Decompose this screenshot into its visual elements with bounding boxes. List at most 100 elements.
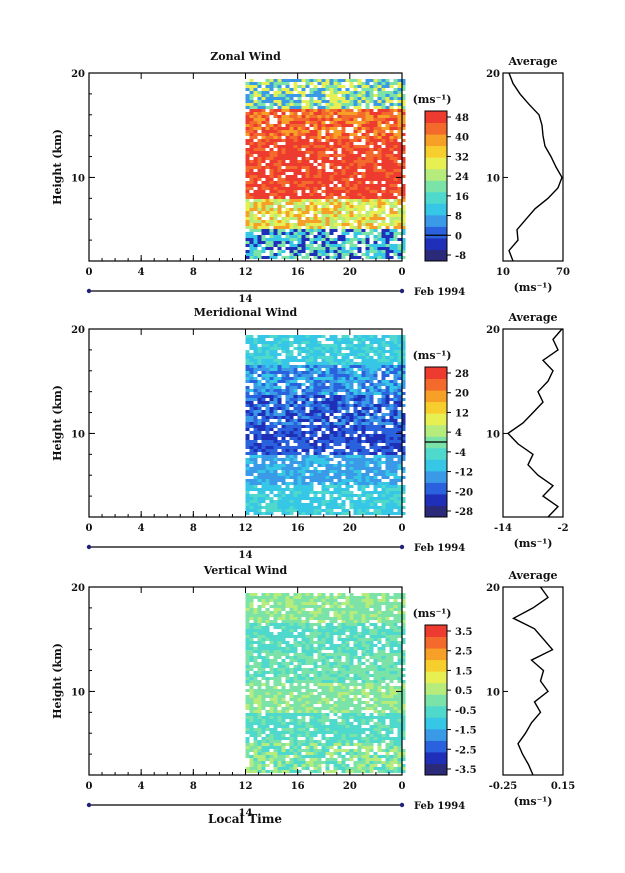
heatmap-cell xyxy=(317,455,322,458)
heatmap-cell xyxy=(329,452,334,455)
heatmap-cell xyxy=(361,335,366,338)
heatmap-cell xyxy=(257,244,262,247)
heatmap-cell xyxy=(269,434,274,437)
heatmap-cell xyxy=(369,374,374,377)
heatmap-cell xyxy=(321,509,326,512)
heatmap-cell xyxy=(389,626,394,629)
heatmap-cell xyxy=(253,488,258,491)
heatmap-cell xyxy=(277,82,282,85)
heatmap-cell xyxy=(333,145,338,148)
heatmap-cell xyxy=(245,85,250,88)
heatmap-cell xyxy=(357,202,362,205)
heatmap-cell xyxy=(293,214,298,217)
heatmap-cell xyxy=(401,632,406,635)
heatmap-cell xyxy=(245,425,250,428)
heatmap-cell xyxy=(365,91,370,94)
heatmap-cell xyxy=(293,386,298,389)
heatmap-cell xyxy=(297,473,302,476)
heatmap-cell xyxy=(341,151,346,154)
heatmap-cell xyxy=(281,97,286,100)
heatmap-cell xyxy=(389,644,394,647)
heatmap-cell xyxy=(325,464,330,467)
heatmap-cell xyxy=(385,407,390,410)
heatmap-cell xyxy=(349,253,354,256)
heatmap-cell xyxy=(269,202,274,205)
heatmap-cell xyxy=(249,365,254,368)
heatmap-cell xyxy=(273,142,278,145)
colorbar-units-label: (ms⁻¹) xyxy=(413,93,452,106)
heatmap-cell xyxy=(385,398,390,401)
heatmap-cell xyxy=(281,377,286,380)
heatmap-cell xyxy=(313,241,318,244)
heatmap-cell xyxy=(389,485,394,488)
heatmap-cell xyxy=(401,359,406,362)
heatmap-cell xyxy=(317,473,322,476)
heatmap-cell xyxy=(265,247,270,250)
heatmap-cell xyxy=(253,175,258,178)
heatmap-cell xyxy=(289,614,294,617)
heatmap-cell xyxy=(321,461,326,464)
heatmap-cell xyxy=(313,371,318,374)
heatmap-cell xyxy=(313,419,318,422)
heatmap-cell xyxy=(353,599,358,602)
heatmap-cell xyxy=(301,641,306,644)
heatmap-cell xyxy=(245,181,250,184)
heatmap-cell xyxy=(285,383,290,386)
heatmap-cell xyxy=(349,344,354,347)
heatmap-cell xyxy=(293,599,298,602)
heatmap-cell xyxy=(333,124,338,127)
heatmap-cell xyxy=(337,602,342,605)
heatmap-cell xyxy=(301,485,306,488)
heatmap-cell xyxy=(297,196,302,199)
heatmap-cell xyxy=(285,220,290,223)
heatmap-cell xyxy=(397,211,402,214)
heatmap-cell xyxy=(337,497,342,500)
heatmap-cell xyxy=(393,500,398,503)
heatmap-cell xyxy=(333,112,338,115)
heatmap-cell xyxy=(277,365,282,368)
heatmap-cell xyxy=(377,404,382,407)
heatmap-cell xyxy=(401,437,406,440)
heatmap-cell xyxy=(329,136,334,139)
heatmap-cell xyxy=(401,199,406,202)
heatmap-cell xyxy=(329,389,334,392)
heatmap-cell xyxy=(361,440,366,443)
heatmap-cell xyxy=(361,338,366,341)
heatmap-cell xyxy=(393,238,398,241)
heatmap-cell xyxy=(325,503,330,506)
heatmap-cell xyxy=(253,235,258,238)
heatmap-cell xyxy=(301,476,306,479)
heatmap-cell xyxy=(353,350,358,353)
heatmap-cell xyxy=(261,82,266,85)
heatmap-cell xyxy=(397,635,402,638)
heatmap-cell xyxy=(305,223,310,226)
heatmap-cell xyxy=(257,160,262,163)
heatmap-cell xyxy=(321,599,326,602)
heatmap-cell xyxy=(285,193,290,196)
heatmap-cell xyxy=(269,605,274,608)
heatmap-cell xyxy=(401,223,406,226)
heatmap-cell xyxy=(381,175,386,178)
heatmap-cell xyxy=(377,356,382,359)
heatmap-cell xyxy=(361,353,366,356)
heatmap-cell xyxy=(341,614,346,617)
heatmap-cell xyxy=(357,413,362,416)
heatmap-cell xyxy=(337,431,342,434)
heatmap-cell xyxy=(297,85,302,88)
heatmap-cell xyxy=(369,641,374,644)
heatmap-cell xyxy=(385,491,390,494)
heatmap-cell xyxy=(373,383,378,386)
heatmap-cell xyxy=(253,241,258,244)
y-axis-label: Height (km) xyxy=(51,129,64,205)
heatmap-cell xyxy=(249,449,254,452)
heatmap-cell xyxy=(309,419,314,422)
heatmap-cell xyxy=(317,232,322,235)
heatmap-cell xyxy=(337,452,342,455)
heatmap-cell xyxy=(297,464,302,467)
heatmap-cell xyxy=(249,473,254,476)
heatmap-cell xyxy=(381,250,386,253)
heatmap-cell xyxy=(293,160,298,163)
heatmap-cell xyxy=(281,184,286,187)
heatmap-cell xyxy=(401,374,406,377)
heatmap-cell xyxy=(325,79,330,82)
